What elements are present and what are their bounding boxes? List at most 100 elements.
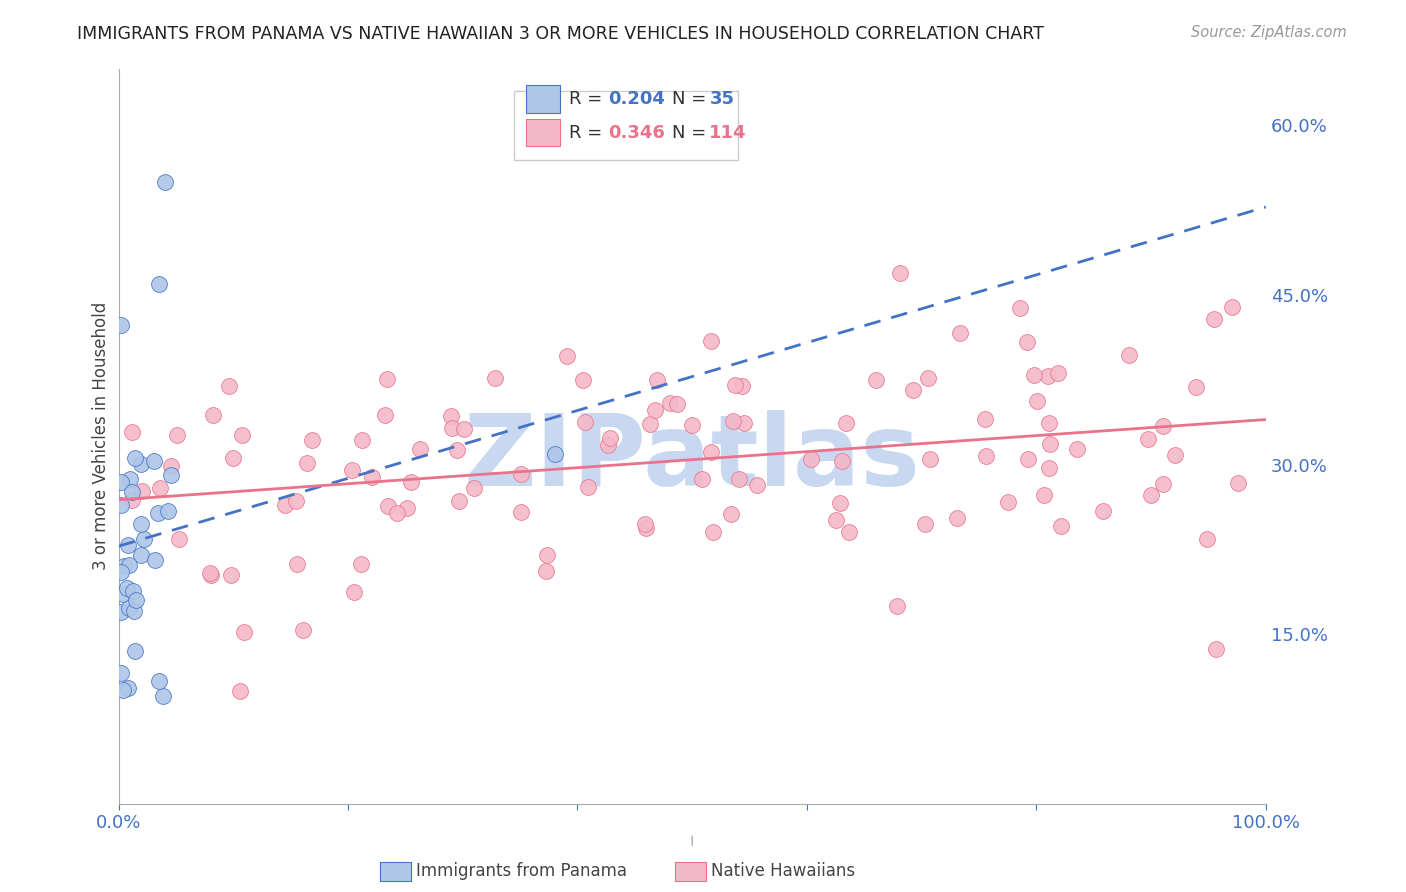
Point: [536, 565, 558, 579]
Point: [124, 451, 146, 466]
Point: [865, 373, 887, 387]
Point: [117, 681, 139, 696]
Point: [342, 463, 364, 477]
Point: [1047, 366, 1070, 380]
Point: [110, 605, 132, 619]
Point: [647, 373, 669, 387]
Point: [463, 482, 485, 496]
Point: [510, 467, 533, 481]
Point: [997, 495, 1019, 509]
Point: [1017, 451, 1039, 466]
Point: [510, 505, 533, 519]
Point: [112, 558, 135, 573]
Point: [914, 516, 936, 531]
Point: [1185, 380, 1208, 394]
Point: [838, 524, 860, 539]
Point: [146, 507, 169, 521]
Point: [974, 449, 997, 463]
Point: [125, 592, 148, 607]
Point: [201, 408, 224, 422]
Point: [834, 416, 856, 430]
Text: Immigrants from Panama: Immigrants from Panama: [416, 863, 627, 880]
Point: [733, 416, 755, 430]
Text: 0.346: 0.346: [609, 123, 665, 142]
Point: [152, 689, 174, 703]
Point: [167, 532, 190, 546]
Point: [229, 683, 252, 698]
Point: [1008, 301, 1031, 316]
Point: [800, 451, 823, 466]
Point: [1050, 519, 1073, 533]
Point: [350, 433, 373, 447]
Point: [110, 565, 132, 579]
Text: Native Hawaiians: Native Hawaiians: [711, 863, 856, 880]
Point: [118, 472, 141, 486]
Point: [720, 507, 742, 521]
Point: [446, 442, 468, 457]
Point: [129, 548, 152, 562]
Point: [453, 421, 475, 435]
Point: [825, 513, 848, 527]
Point: [385, 506, 408, 520]
Point: [572, 373, 595, 387]
Point: [1015, 334, 1038, 349]
Point: [536, 548, 558, 562]
Point: [638, 417, 661, 431]
Point: [157, 504, 180, 518]
Point: [121, 493, 143, 508]
Point: [124, 644, 146, 658]
Point: [148, 481, 170, 495]
Point: [1038, 461, 1060, 475]
Point: [1152, 477, 1174, 491]
Point: [121, 484, 143, 499]
Point: [1152, 419, 1174, 434]
Point: [1137, 433, 1160, 447]
Point: [112, 683, 135, 698]
Point: [681, 418, 703, 433]
FancyBboxPatch shape: [526, 85, 560, 113]
Point: [117, 558, 139, 573]
Point: [118, 601, 141, 615]
Point: [1164, 448, 1187, 462]
Point: [232, 624, 254, 639]
Point: [1140, 488, 1163, 502]
Point: [143, 553, 166, 567]
Point: [644, 403, 666, 417]
Point: [200, 568, 222, 582]
Point: [274, 498, 297, 512]
Point: [122, 584, 145, 599]
Point: [886, 599, 908, 613]
Point: [124, 603, 146, 617]
Point: [901, 384, 924, 398]
Point: [284, 494, 307, 508]
Point: [131, 516, 153, 531]
Text: R =: R =: [569, 123, 609, 142]
Point: [1039, 436, 1062, 450]
FancyBboxPatch shape: [515, 91, 738, 161]
Point: [830, 496, 852, 510]
Point: [350, 558, 373, 572]
Point: [111, 587, 134, 601]
Point: [731, 379, 754, 393]
Point: [831, 454, 853, 468]
Point: [200, 566, 222, 580]
Point: [110, 318, 132, 332]
Point: [129, 457, 152, 471]
Point: [700, 445, 723, 459]
Point: [484, 371, 506, 385]
Point: [666, 397, 689, 411]
Point: [974, 411, 997, 425]
Text: R =: R =: [569, 90, 609, 108]
Point: [599, 431, 621, 445]
Point: [377, 499, 399, 513]
Text: N =: N =: [672, 123, 711, 142]
Point: [231, 427, 253, 442]
Point: [1022, 368, 1045, 382]
Point: [447, 494, 470, 508]
Point: [634, 517, 657, 532]
Point: [395, 501, 418, 516]
Point: [117, 538, 139, 552]
Point: [1226, 476, 1249, 491]
Point: [1036, 368, 1059, 383]
Text: 35: 35: [710, 90, 734, 108]
